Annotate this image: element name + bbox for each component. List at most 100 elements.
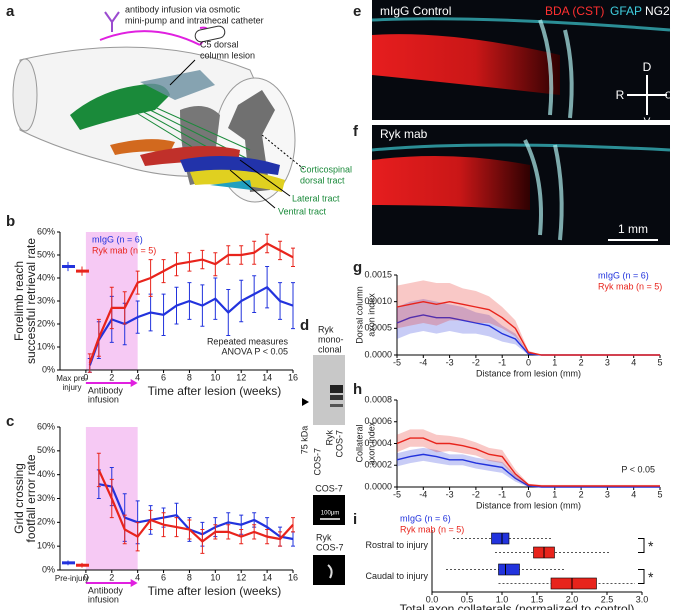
legend-entry: mIgG (n = 6): [400, 513, 451, 523]
baseline-label: Max pre-: [56, 374, 88, 383]
stain-label: NG2: [645, 4, 670, 18]
annotation: dorsal tract: [300, 175, 345, 185]
baseline-label: injury: [62, 383, 81, 392]
x-tick-label: 12: [236, 372, 246, 382]
series-line: [396, 300, 660, 356]
legend-entry: Ryk mab (n = 5): [400, 524, 464, 534]
compass-label: R: [616, 88, 625, 102]
annotation: Corticospinal: [300, 164, 352, 174]
x-axis-label: Time after lesion (weeks): [148, 384, 282, 398]
x-tick-label: 8: [187, 372, 192, 382]
x-tick-label: -5: [393, 357, 401, 367]
x-axis-label: Distance from lesion (mm): [476, 500, 581, 510]
series-line: [98, 483, 294, 541]
annotation: Ryk: [316, 532, 332, 542]
y-tick-label: 50%: [37, 249, 55, 259]
x-tick-label: 14: [262, 372, 272, 382]
significance: *: [648, 569, 654, 585]
panel-label: b: [6, 213, 15, 230]
x-tick-label: -3: [446, 357, 454, 367]
y-axis-label: Grid crossing: [12, 463, 26, 534]
x-tick-label: 6: [161, 372, 166, 382]
compass-label: D: [643, 60, 652, 74]
y-tick-label: 0.0002: [364, 460, 392, 470]
x-tick-label: -5: [393, 489, 401, 499]
x-tick-label: 2: [579, 489, 584, 499]
x-tick-label: 6: [161, 572, 166, 582]
panel-label: e: [353, 3, 361, 20]
x-axis-label: Time after lesion (weeks): [148, 584, 282, 598]
y-tick-label: 40%: [37, 272, 55, 282]
x-tick-label: 3: [605, 489, 610, 499]
annotation: COS-7: [315, 483, 343, 493]
annotation: 75 kDa: [299, 426, 309, 455]
annotation: Ventral tract: [278, 206, 327, 216]
x-tick-label: 0.5: [461, 594, 474, 604]
panel-label: d: [300, 317, 309, 334]
y-tick-label: 30%: [37, 295, 55, 305]
spinal-cord-schematic: [12, 11, 306, 209]
legend-entry: Ryk mab (n = 5): [92, 245, 156, 255]
x-tick-label: 3: [605, 357, 610, 367]
x-tick-label: -4: [419, 357, 427, 367]
legend-entry: Ryk mab (n = 5): [598, 281, 662, 291]
stain-label: BDA (CST): [545, 4, 604, 18]
y-axis-label: Dorsal column: [354, 286, 364, 344]
x-tick-label: 2: [109, 572, 114, 582]
x-tick-label: 5: [657, 357, 662, 367]
x-tick-label: -4: [419, 489, 427, 499]
x-axis-label: Distance from lesion (mm): [476, 368, 581, 378]
x-tick-label: 16: [288, 372, 298, 382]
annotation: mono-: [318, 334, 344, 344]
micrograph: [371, 0, 671, 245]
x-tick-label: 14: [262, 572, 272, 582]
annotation: P < 0.05: [621, 464, 655, 474]
significance-bracket: [638, 538, 645, 553]
compass-label: V: [644, 117, 651, 128]
y-tick-label: 0.0010: [364, 296, 392, 306]
significance-bracket: [638, 569, 645, 584]
annotation: Antibody: [88, 585, 124, 595]
series-line: [396, 437, 660, 487]
y-tick-label: 0.0000: [364, 481, 392, 491]
x-tick-label: 1.0: [496, 594, 509, 604]
lane-label: Ryk: [324, 430, 334, 446]
category-label: Caudal to injury: [365, 571, 428, 581]
annotation: Repeated measures: [207, 336, 289, 346]
x-tick-label: 5: [657, 489, 662, 499]
y-tick-label: 0.0015: [364, 269, 392, 279]
lane-label: COS-7: [312, 448, 322, 476]
x-tick-label: 2: [109, 372, 114, 382]
annotation: infusion: [88, 394, 119, 404]
western-blot: [302, 355, 345, 585]
y-tick-label: 60%: [37, 226, 55, 236]
y-tick-label: 0.0000: [364, 349, 392, 359]
x-tick-label: 0: [526, 489, 531, 499]
x-tick-label: 2.5: [601, 594, 614, 604]
panel-label: f: [353, 123, 359, 140]
error-bar: [87, 353, 92, 373]
y-tick-label: 30%: [37, 493, 55, 503]
annotation: infusion: [88, 594, 119, 604]
x-tick-label: 0: [83, 372, 88, 382]
legend-entry: mIgG (n = 6): [598, 270, 649, 280]
x-tick-label: 8: [187, 572, 192, 582]
category-label: Rostral to injury: [365, 540, 428, 550]
x-tick-label: 4: [135, 572, 140, 582]
y-tick-label: 60%: [37, 421, 55, 431]
y-tick-label: 10%: [37, 541, 55, 551]
x-tick-label: 0: [83, 572, 88, 582]
series-line: [88, 285, 294, 366]
annotation: ANOVA P < 0.05: [222, 346, 288, 356]
series-line: [97, 469, 294, 543]
scale-label: 1 mm: [618, 222, 648, 236]
legend-entry: mIgG (n = 6): [92, 234, 143, 244]
error-band: [397, 299, 660, 355]
box: [550, 577, 597, 590]
panel-label: g: [353, 259, 362, 276]
x-axis-label: Total axon collaterals (normalized to co…: [400, 602, 635, 610]
lane-label: COS-7: [334, 430, 344, 458]
annotation: Antibody: [88, 385, 124, 395]
series-line: [396, 453, 660, 488]
